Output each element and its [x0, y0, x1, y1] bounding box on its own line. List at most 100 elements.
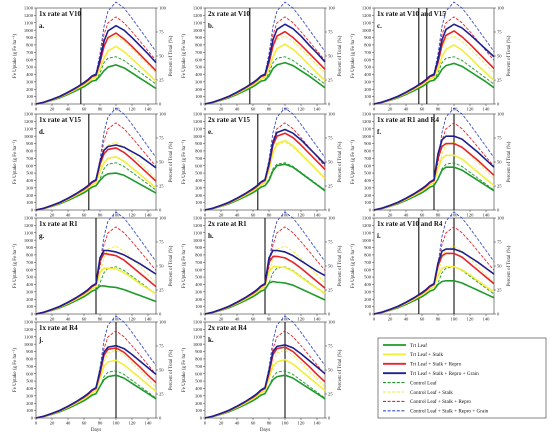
y-left-tick-label: 100: [195, 94, 203, 99]
y-left-tick-label: 1100: [24, 230, 34, 235]
panel-letter: c.: [377, 22, 382, 30]
x-tick-label: 100: [282, 317, 290, 322]
y-left-tick-label: 1000: [24, 238, 34, 243]
x-tick-label: 40: [235, 107, 240, 112]
y-left-tick-label: 700: [26, 260, 34, 265]
x-tick-label: 120: [129, 213, 137, 218]
panel-letter: f.: [377, 128, 381, 136]
x-tick-label: 100: [451, 107, 459, 112]
y-right-tick-label: 0: [328, 102, 331, 107]
y-left-tick-label: 800: [364, 43, 372, 48]
y-right-tick-label: 0: [159, 312, 162, 317]
x-tick-label: 60: [420, 107, 425, 112]
x-tick-label: 60: [251, 421, 256, 426]
panel-title: 2x rate at R1: [208, 220, 247, 228]
x-tick-label: 0: [373, 107, 376, 112]
y-left-tick-label: 600: [26, 267, 34, 272]
y-left-tick-label: 300: [364, 185, 372, 190]
x-tick-label: 140: [145, 317, 153, 322]
y-left-tick-label: 1200: [362, 13, 372, 18]
x-tick-label: 100: [282, 213, 290, 218]
x-tick-label: 120: [467, 317, 475, 322]
panel-e: 0100200300400500600700800900100011001200…: [181, 107, 343, 218]
y-left-axis-title: Fe Uptake (g Fe ha⁻¹): [350, 140, 356, 184]
legend-entry-label: Control Leaf + Stalk + Repro + Grain: [410, 408, 489, 415]
y-right-tick-label: 25: [159, 184, 164, 189]
y-right-axis-title: Percent of Total (%): [338, 245, 343, 286]
y-left-tick-label: 100: [195, 304, 203, 309]
y-left-tick-label: 300: [195, 79, 203, 84]
y-left-tick-label: 1100: [24, 126, 34, 131]
y-left-tick-label: 600: [195, 267, 203, 272]
x-tick-label: 140: [145, 107, 153, 112]
y-left-tick-label: 100: [195, 200, 203, 205]
y-left-tick-label: 1000: [362, 134, 372, 139]
y-right-tick-label: 100: [497, 6, 505, 11]
y-left-tick-label: 600: [195, 371, 203, 376]
x-tick-label: 20: [219, 317, 224, 322]
x-tick-label: 100: [451, 213, 459, 218]
y-left-tick-label: 200: [195, 193, 203, 198]
x-tick-label: 20: [50, 213, 55, 218]
y-left-tick-label: 0: [31, 208, 34, 213]
y-left-tick-label: 1000: [193, 238, 203, 243]
series-line-trt-leaf-stalk-repro-grain: [204, 23, 326, 105]
panel-letter: e.: [208, 128, 213, 136]
x-tick-label: 80: [267, 107, 272, 112]
y-right-tick-label: 25: [497, 78, 502, 83]
y-left-tick-label: 1300: [193, 112, 203, 117]
x-tick-label: 100: [282, 421, 290, 426]
y-right-tick-label: 75: [159, 240, 164, 245]
x-tick-label: 100: [113, 213, 121, 218]
x-tick-label: 80: [267, 213, 272, 218]
x-tick-label: 140: [314, 317, 322, 322]
y-right-tick-label: 50: [328, 54, 333, 59]
x-tick-label: 20: [219, 421, 224, 426]
x-tick-label: 60: [420, 317, 425, 322]
y-right-tick-label: 75: [159, 30, 164, 35]
y-right-tick-label: 0: [328, 208, 331, 213]
x-tick-label: 100: [113, 317, 121, 322]
y-left-tick-label: 900: [364, 141, 372, 146]
y-left-tick-label: 100: [26, 304, 34, 309]
panel-letter: h.: [208, 232, 214, 240]
y-right-axis-title: Percent of Total (%): [338, 349, 343, 390]
y-left-tick-label: 1100: [193, 334, 203, 339]
y-left-tick-label: 800: [364, 149, 372, 154]
panel-title: 1x rate at V15: [39, 116, 82, 124]
x-tick-label: 0: [373, 317, 376, 322]
x-tick-label: 0: [35, 213, 38, 218]
x-tick-label: 0: [204, 213, 207, 218]
x-tick-label: 120: [467, 107, 475, 112]
y-right-tick-label: 75: [328, 30, 333, 35]
y-left-tick-label: 200: [195, 297, 203, 302]
y-left-tick-label: 500: [364, 171, 372, 176]
y-left-tick-label: 900: [26, 349, 34, 354]
y-left-tick-label: 700: [26, 50, 34, 55]
y-left-tick-label: 1000: [24, 134, 34, 139]
y-left-tick-label: 1100: [362, 230, 372, 235]
x-tick-label: 140: [314, 107, 322, 112]
y-right-tick-label: 25: [497, 288, 502, 293]
y-left-tick-label: 1100: [24, 334, 34, 339]
y-left-tick-label: 200: [26, 401, 34, 406]
y-left-axis-title: Fe Uptake (g Fe ha⁻¹): [12, 34, 18, 78]
x-tick-label: 120: [129, 317, 137, 322]
y-left-tick-label: 1100: [362, 20, 372, 25]
panel-letter: g.: [39, 232, 45, 240]
legend-entry-label: Control Leaf: [410, 379, 437, 386]
y-left-tick-label: 600: [26, 57, 34, 62]
y-left-axis-title: Fe Uptake (g Fe ha⁻¹): [181, 34, 187, 78]
y-right-tick-label: 75: [328, 240, 333, 245]
y-right-axis-title: Percent of Total (%): [507, 245, 512, 286]
y-left-tick-label: 800: [195, 253, 203, 258]
y-left-tick-label: 1100: [193, 230, 203, 235]
panels-group: 0100200300400500600700800900100011001200…: [12, 1, 512, 433]
y-right-tick-label: 0: [497, 312, 500, 317]
panel-title: 2x rate at R4: [208, 324, 247, 332]
y-left-tick-label: 300: [26, 289, 34, 294]
x-tick-label: 40: [404, 107, 409, 112]
y-left-tick-label: 900: [195, 245, 203, 250]
x-tick-label: 0: [35, 317, 38, 322]
y-left-axis-title: Fe Uptake (g Fe ha⁻¹): [181, 140, 187, 184]
